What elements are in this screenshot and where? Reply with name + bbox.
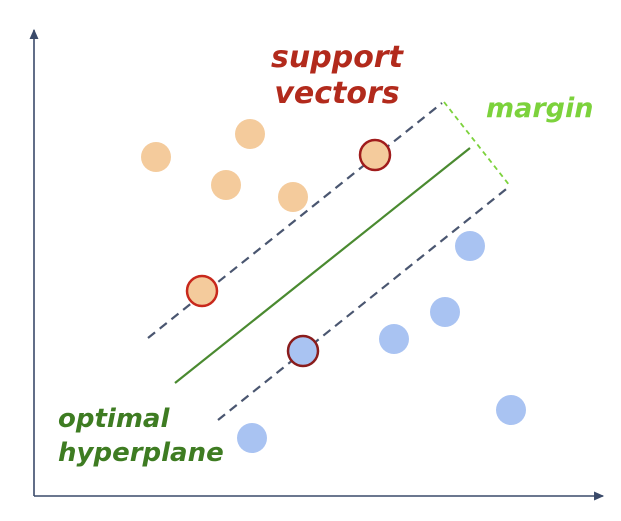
- class-a-point: [211, 170, 241, 200]
- class-b-point: [237, 423, 267, 453]
- support-vector-point: [358, 138, 392, 172]
- class-b-point: [455, 231, 485, 261]
- class-b-point: [379, 324, 409, 354]
- optimal-hyperplane-label-line2: hyperplane: [58, 437, 224, 468]
- class-b-point: [496, 395, 526, 425]
- class-a-point: [235, 119, 265, 149]
- support-vectors: [185, 138, 392, 368]
- support-vector-point: [286, 334, 320, 368]
- class-a-point: [278, 182, 308, 212]
- optimal-hyperplane-label-line1: optimal: [58, 404, 170, 434]
- margin-label: margin: [486, 93, 594, 124]
- support-vectors-label: support vectors: [262, 40, 412, 112]
- lower-margin-line: [217, 185, 511, 421]
- support-vectors-label-line1: support: [271, 40, 403, 75]
- optimal-hyperplane-line: [174, 147, 471, 384]
- class-b-points: [237, 231, 526, 453]
- support-vector-point: [185, 274, 219, 308]
- support-vectors-label-line2: vectors: [274, 76, 400, 111]
- class-b-point: [430, 297, 460, 327]
- class-a-points: [141, 119, 308, 212]
- optimal-hyperplane-label: optimal hyperplane: [58, 403, 224, 471]
- class-a-point: [141, 142, 171, 172]
